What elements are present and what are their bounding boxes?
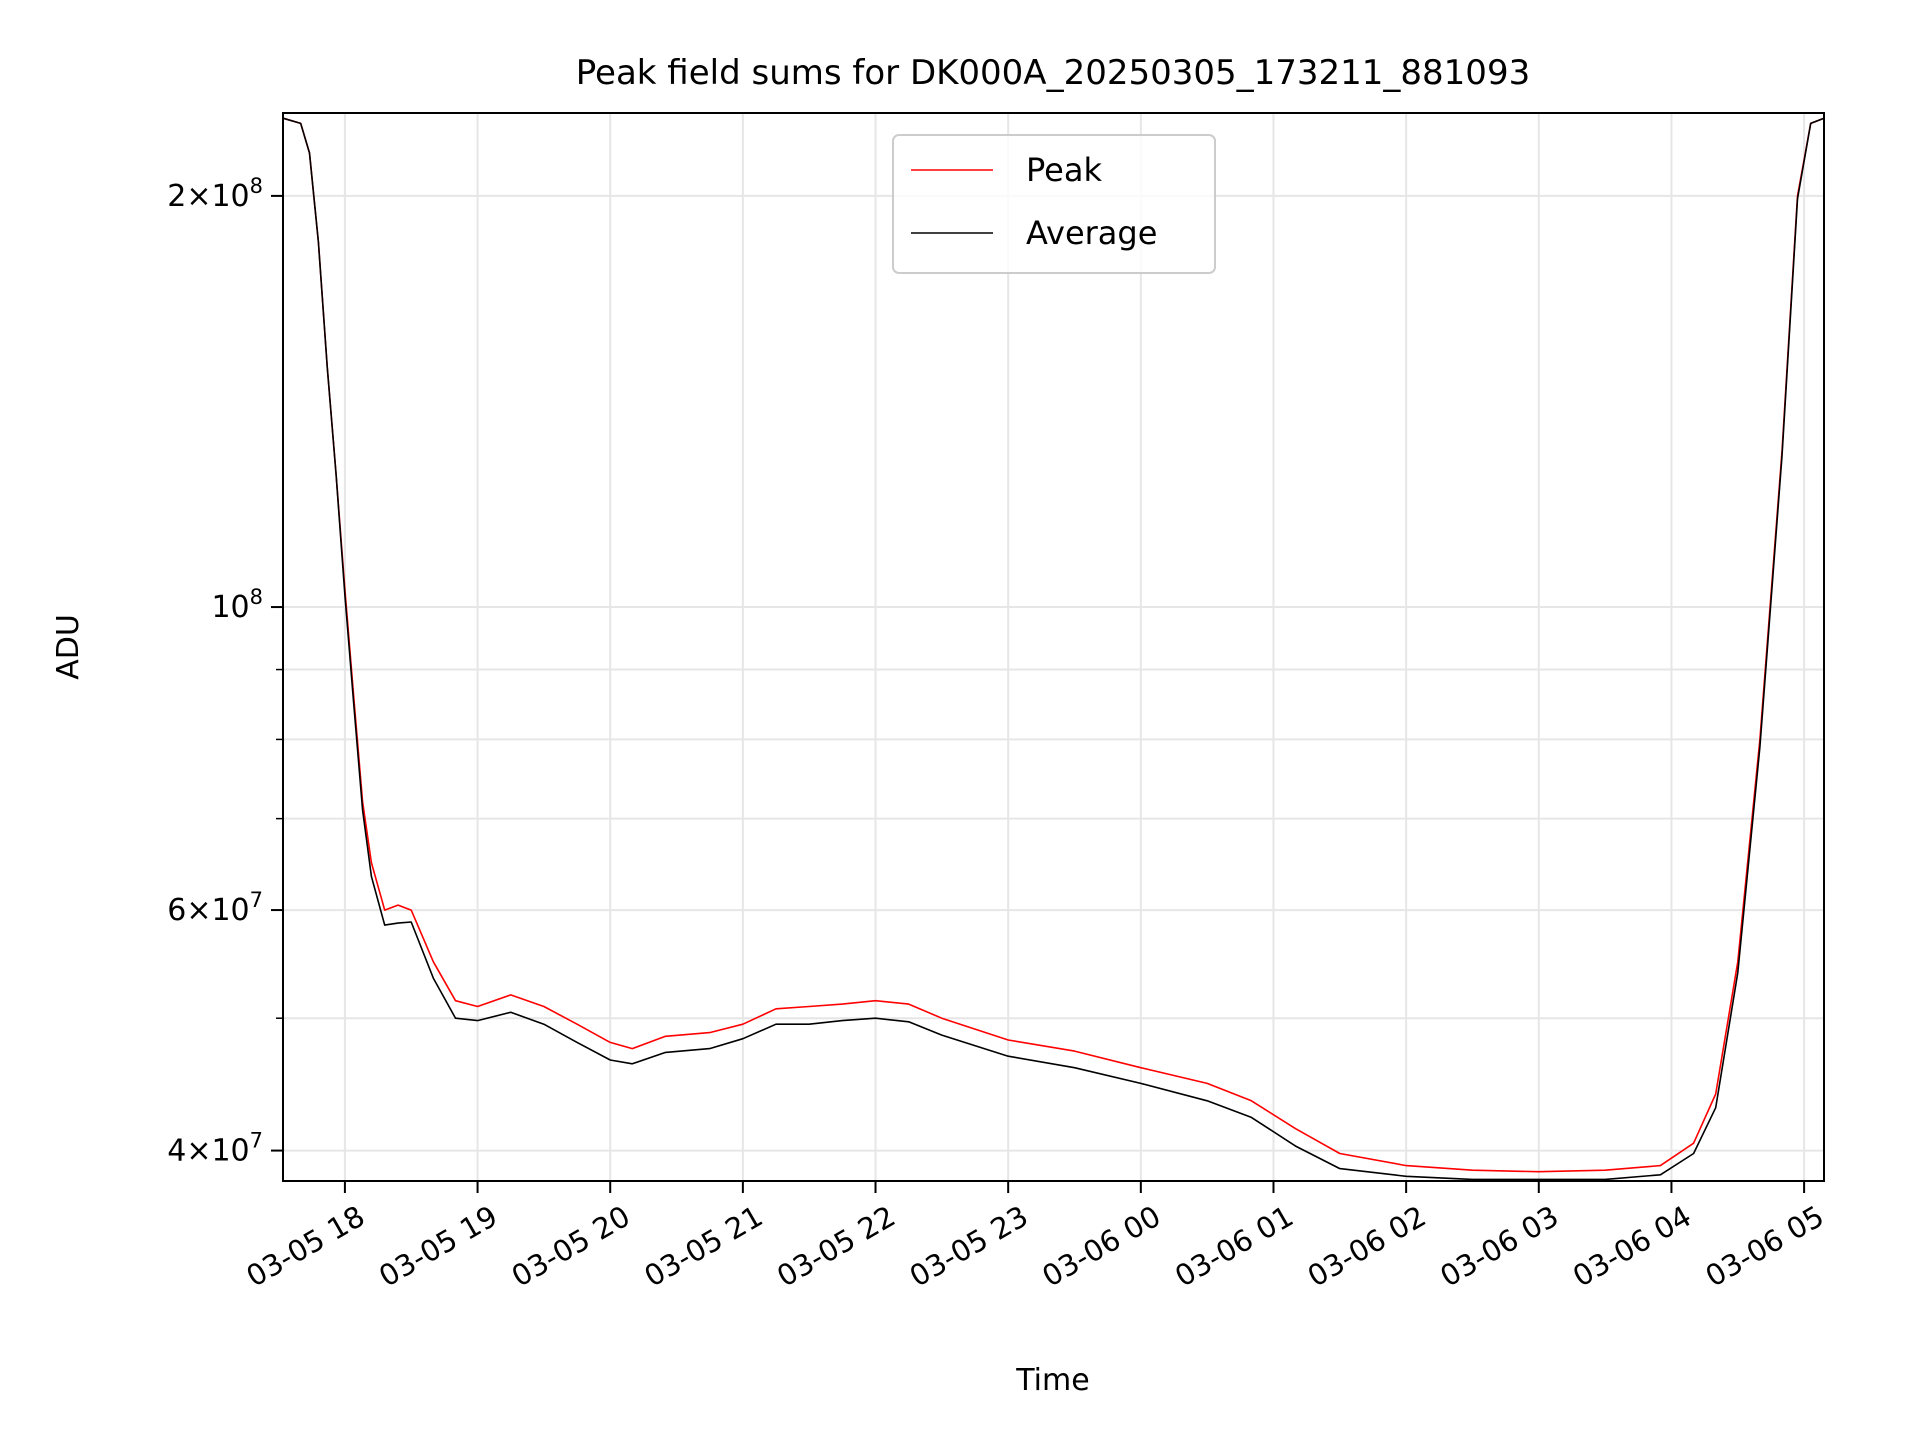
y-tick-exponent: 8	[250, 585, 263, 609]
legend-label: Average	[1026, 214, 1157, 252]
y-tick-mantissa: 6	[167, 893, 186, 928]
y-tick-base: 10	[211, 590, 249, 625]
series-line-average	[282, 117, 1825, 1181]
y-tick-exponent: 7	[250, 888, 263, 912]
y-tick-label: 108	[211, 585, 263, 625]
grid	[283, 113, 1824, 1181]
y-tick-times: ×10	[186, 893, 249, 928]
y-tick-label: 2×108	[167, 174, 263, 214]
y-tick-label: 4×107	[167, 1129, 263, 1169]
chart-title: Peak field sums for DK000A_20250305_1732…	[576, 53, 1530, 93]
axes-frame	[282, 112, 1825, 1182]
legend: Peak Average	[892, 134, 1216, 274]
x-axis-label: Time	[1015, 1363, 1089, 1398]
legend-label: Peak	[1026, 151, 1102, 189]
plot-lines	[282, 117, 1825, 1181]
y-tick-label: 6×107	[167, 888, 263, 928]
y-tick-exponent: 8	[250, 174, 263, 198]
y-tick-mantissa: 4	[167, 1134, 186, 1169]
y-tick-times: ×10	[186, 1134, 249, 1169]
y-tick-mantissa: 2	[167, 179, 186, 214]
y-tick-exponent: 7	[250, 1129, 263, 1153]
y-axis-label: ADU	[51, 614, 86, 680]
y-tick-times: ×10	[186, 179, 249, 214]
series-line-peak	[282, 117, 1825, 1173]
